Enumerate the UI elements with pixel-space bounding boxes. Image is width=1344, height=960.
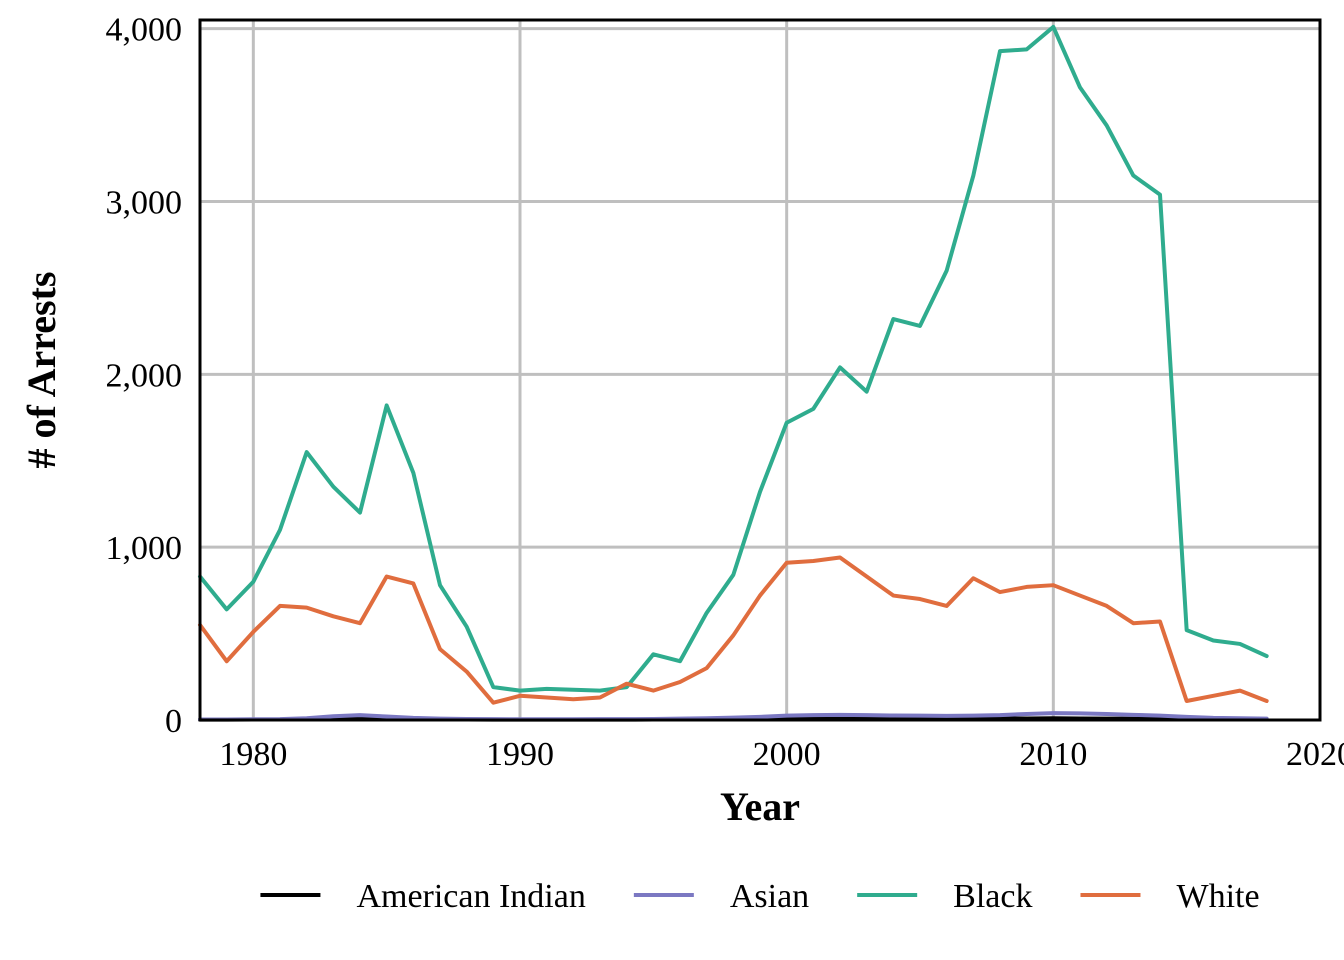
- y-axis-title: # of Arrests: [19, 272, 64, 469]
- legend-label-asian: Asian: [730, 878, 809, 915]
- y-tick-label: 0: [165, 703, 182, 740]
- y-tick-label: 4,000: [106, 12, 183, 49]
- x-tick-label: 2020: [1286, 736, 1344, 773]
- legend-label-black: Black: [953, 878, 1032, 915]
- arrests-line-chart: 1980 1990 2000 2010 2020 0 1,000 2,000 3,000 4,00…: [0, 0, 1344, 960]
- x-tick-label: 1980: [219, 736, 287, 773]
- y-tick-label: 2,000: [106, 357, 183, 394]
- x-axis-title: Year: [720, 784, 800, 829]
- x-tick-label: 1990: [486, 736, 554, 773]
- legend-label-white: White: [1176, 878, 1259, 915]
- chart-svg: 1980 1990 2000 2010 2020 0 1,000 2,000 3,000 4,00…: [0, 0, 1344, 960]
- x-tick-label: 2000: [753, 736, 821, 773]
- legend-label-american-indian: American Indian: [356, 878, 585, 915]
- y-tick-label: 1,000: [106, 530, 183, 567]
- x-tick-label: 2010: [1019, 736, 1087, 773]
- y-tick-label: 3,000: [106, 184, 183, 221]
